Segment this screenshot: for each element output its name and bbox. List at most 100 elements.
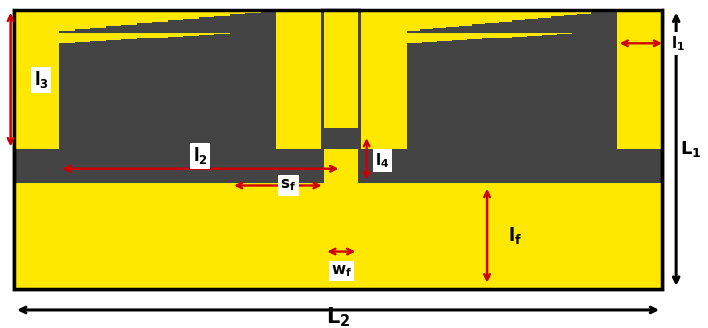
Bar [433, 10, 446, 28]
Bar [437, 24, 452, 41]
Bar [113, 0, 132, 25]
Bar [542, 24, 556, 31]
Bar [547, 10, 564, 31]
Bar [424, 10, 442, 47]
Bar [149, 10, 168, 41]
Text: $\mathbf{w_f}$: $\mathbf{w_f}$ [331, 263, 352, 279]
Bar [132, 10, 149, 35]
Text: $\mathbf{L_1}$: $\mathbf{L_1}$ [680, 139, 702, 159]
Bar [137, 24, 152, 31]
Bar [214, 24, 229, 34]
Bar [77, 0, 96, 26]
Bar [590, 10, 604, 12]
Bar [476, 10, 494, 43]
Bar [564, 0, 582, 20]
Bar [459, 10, 472, 26]
Bar [497, 24, 512, 37]
Bar [512, 10, 529, 33]
Bar [547, 10, 564, 37]
Bar [168, 10, 185, 40]
Bar [446, 10, 459, 27]
Bar [96, 10, 113, 38]
Bar [587, 24, 602, 31]
Bar [222, 10, 240, 35]
Bar [406, 24, 421, 43]
Bar [59, 0, 77, 27]
Bar [258, 10, 276, 32]
Text: $\mathbf{s_f}$: $\mathbf{s_f}$ [280, 178, 297, 193]
Bar [96, 0, 113, 26]
Bar [406, 31, 617, 149]
Text: $\mathbf{l_f}$: $\mathbf{l_f}$ [508, 225, 523, 246]
Text: $\mathbf{l_2}$: $\mathbf{l_2}$ [193, 145, 207, 166]
Bar [59, 31, 276, 149]
Bar [527, 24, 542, 31]
Bar [564, 10, 582, 35]
Bar [459, 10, 476, 44]
Bar [214, 10, 229, 16]
Bar [452, 24, 467, 31]
Bar [204, 10, 222, 31]
Bar [512, 24, 527, 36]
Bar [476, 10, 494, 35]
Bar [525, 10, 538, 19]
Bar [361, 0, 662, 10]
Bar [599, 0, 617, 19]
Bar [113, 10, 132, 36]
Bar [512, 24, 527, 31]
Bar [14, 0, 321, 10]
Bar [59, 31, 276, 149]
Bar [564, 10, 578, 15]
Bar [14, 10, 321, 31]
Bar [59, 10, 276, 33]
Bar [168, 24, 183, 31]
Bar [527, 24, 542, 35]
Bar [121, 10, 137, 25]
Bar [564, 10, 582, 30]
Bar [229, 24, 245, 33]
Bar [406, 10, 424, 49]
Bar [361, 10, 662, 149]
Bar [168, 10, 183, 20]
Bar [421, 24, 437, 42]
Bar [442, 0, 459, 26]
Bar [604, 10, 617, 11]
Bar [90, 24, 105, 41]
Bar [185, 10, 204, 32]
Bar [599, 10, 617, 28]
Bar [77, 10, 96, 47]
Bar [168, 0, 185, 23]
Bar [512, 10, 529, 40]
Bar [245, 24, 261, 31]
Bar [14, 10, 662, 289]
Bar [245, 24, 261, 32]
Bar [406, 10, 420, 31]
Bar [75, 24, 90, 42]
Bar [542, 24, 556, 35]
Bar [204, 10, 222, 37]
Bar [183, 24, 199, 35]
Bar [406, 0, 424, 27]
Bar [602, 24, 617, 31]
Bar [152, 24, 168, 31]
Bar [551, 10, 564, 16]
Bar [152, 24, 168, 37]
Bar [229, 24, 245, 31]
Bar [529, 10, 547, 32]
Bar [358, 183, 662, 289]
Bar [14, 10, 321, 149]
Bar [486, 10, 498, 23]
Bar [59, 10, 77, 49]
Bar [258, 0, 276, 19]
Bar [538, 10, 551, 18]
Bar [185, 10, 204, 38]
Bar [199, 24, 214, 35]
Bar [121, 24, 137, 39]
Bar [599, 10, 617, 32]
Bar [152, 10, 168, 22]
Bar [324, 149, 358, 160]
Bar [467, 24, 481, 39]
Bar [261, 10, 276, 11]
Bar [132, 0, 149, 24]
Text: $\mathbf{L_2}$: $\mathbf{L_2}$ [326, 305, 350, 328]
